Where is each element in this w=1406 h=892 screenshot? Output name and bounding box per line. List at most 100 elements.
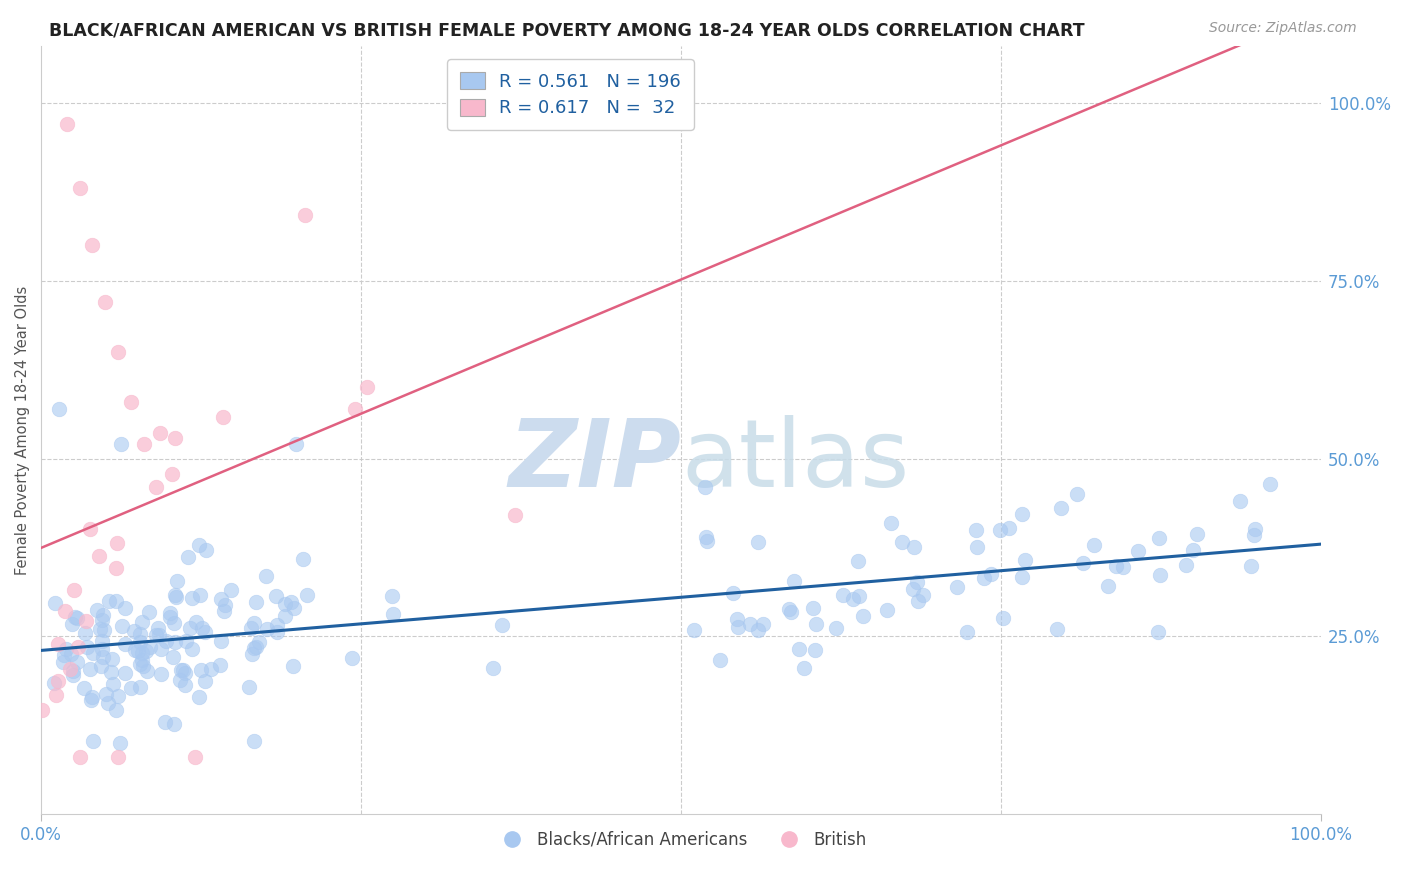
Point — [240, 647, 263, 661]
Point — [1175, 558, 1198, 573]
Point — [82, 734, 104, 748]
Point — [1066, 487, 1088, 501]
Point — [150, 642, 173, 657]
Point — [696, 534, 718, 549]
Point — [294, 208, 316, 222]
Point — [110, 437, 132, 451]
Point — [45, 688, 67, 702]
Point — [274, 597, 297, 611]
Point — [124, 643, 146, 657]
Point — [90, 659, 112, 673]
Point — [211, 409, 233, 424]
Point — [997, 521, 1019, 535]
Point — [159, 609, 181, 624]
Point — [131, 653, 153, 667]
Point — [62, 664, 84, 678]
Point — [247, 635, 270, 649]
Point — [179, 621, 201, 635]
Point — [787, 642, 810, 657]
Point — [94, 295, 117, 310]
Point — [1181, 542, 1204, 557]
Point — [239, 621, 262, 635]
Point — [155, 715, 177, 730]
Point — [1229, 494, 1251, 508]
Point — [1149, 531, 1171, 545]
Point — [988, 523, 1011, 537]
Point — [1071, 556, 1094, 570]
Point — [806, 617, 828, 632]
Point — [79, 662, 101, 676]
Point — [66, 640, 89, 655]
Point — [1240, 558, 1263, 573]
Point — [169, 673, 191, 687]
Point — [163, 717, 186, 731]
Point — [160, 467, 183, 482]
Point — [139, 640, 162, 654]
Point — [243, 733, 266, 747]
Point — [190, 588, 212, 602]
Point — [280, 595, 302, 609]
Point — [751, 617, 773, 632]
Point — [55, 117, 77, 131]
Point — [62, 667, 84, 681]
Point — [129, 680, 152, 694]
Point — [245, 595, 267, 609]
Point — [181, 641, 204, 656]
Point — [1243, 528, 1265, 542]
Point — [31, 703, 53, 717]
Point — [162, 649, 184, 664]
Point — [212, 604, 235, 618]
Point — [1050, 501, 1073, 516]
Point — [190, 663, 212, 677]
Point — [75, 614, 97, 628]
Point — [76, 640, 98, 655]
Point — [181, 591, 204, 606]
Point — [69, 750, 91, 764]
Point — [52, 655, 75, 669]
Point — [848, 589, 870, 603]
Point — [89, 549, 111, 563]
Point — [107, 344, 129, 359]
Point — [165, 590, 187, 604]
Point — [174, 665, 197, 680]
Point — [973, 571, 995, 585]
Point — [1126, 544, 1149, 558]
Point — [778, 601, 800, 615]
Point — [245, 640, 267, 654]
Point — [219, 582, 242, 597]
Point — [727, 620, 749, 634]
Point — [136, 665, 159, 679]
Point — [155, 633, 177, 648]
Point — [86, 603, 108, 617]
Point — [183, 750, 205, 764]
Point — [73, 681, 96, 695]
Point — [1046, 622, 1069, 636]
Point — [170, 663, 193, 677]
Point — [138, 605, 160, 619]
Point — [1147, 625, 1170, 640]
Point — [966, 540, 988, 554]
Point — [59, 647, 82, 661]
Point — [129, 635, 152, 649]
Point — [46, 674, 69, 689]
Point — [98, 594, 121, 608]
Point — [283, 601, 305, 615]
Point — [725, 611, 748, 625]
Point — [1260, 476, 1282, 491]
Point — [1244, 522, 1267, 536]
Point — [695, 530, 717, 544]
Point — [266, 624, 288, 639]
Point — [105, 593, 128, 607]
Point — [104, 703, 127, 717]
Point — [163, 588, 186, 602]
Point — [194, 542, 217, 557]
Point — [91, 634, 114, 648]
Point — [780, 605, 803, 619]
Point — [184, 615, 207, 629]
Point — [1112, 560, 1135, 574]
Point — [149, 426, 172, 441]
Point — [120, 394, 142, 409]
Point — [66, 655, 89, 669]
Point — [491, 617, 513, 632]
Point — [82, 238, 104, 252]
